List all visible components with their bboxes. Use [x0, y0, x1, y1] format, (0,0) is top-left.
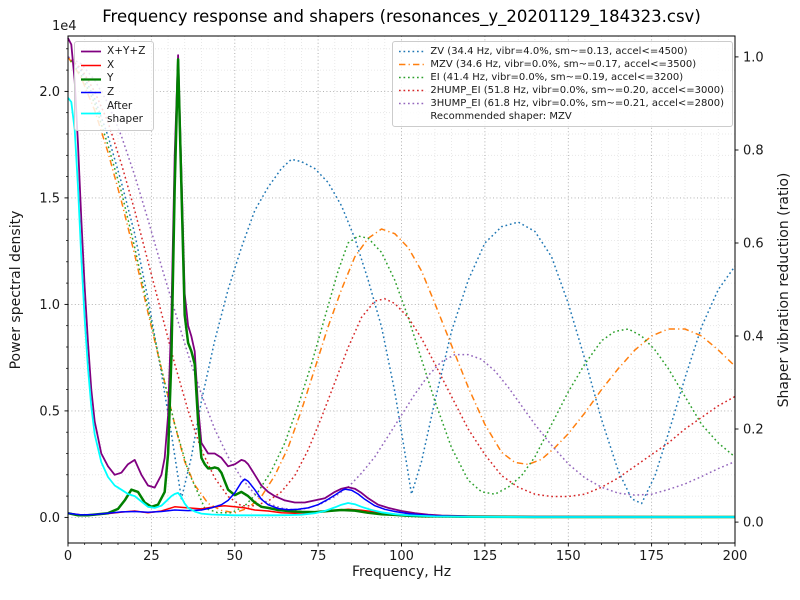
- legend-line-sample: [399, 89, 425, 92]
- legend-item-xyz: X+Y+Z: [80, 45, 145, 59]
- shaper-legend: ZV (34.4 Hz, vibr=4.0%, sm~=0.13, accel<…: [392, 41, 733, 127]
- legend-item-y: Y: [80, 72, 145, 86]
- legend-item-recommended-shaper: Recommended shaper: MZV: [398, 110, 724, 123]
- legend-label-ei: EI (41.4 Hz, vibr=0.0%, sm~=0.19, accel<…: [430, 72, 684, 83]
- legend-item-mzv: MZV (34.6 Hz, vibr=0.0%, sm~=0.17, accel…: [398, 58, 724, 71]
- legend-item-after_shaper: After shaper: [80, 100, 145, 127]
- legend-label-after_shaper: After shaper: [107, 99, 144, 126]
- chart-title: Frequency response and shapers (resonanc…: [102, 7, 701, 26]
- curve-y: [67, 58, 735, 519]
- y-right-tick-label: 0.2: [743, 423, 764, 438]
- legend-item-x: X: [80, 59, 145, 73]
- x-tick-label: 75: [310, 549, 327, 564]
- psd-legend: X+Y+Z X Y Z After shaper: [74, 41, 155, 131]
- legend-empty-sample: [398, 111, 425, 122]
- legend-item-2hump_ei: 2HUMP_EI (51.8 Hz, vibr=0.0%, sm~=0.20, …: [398, 84, 724, 97]
- y-left-tick-label: 1.0: [39, 298, 60, 313]
- legend-label-recommended-shaper: Recommended shaper: MZV: [430, 111, 572, 122]
- legend-item-ei: EI (41.4 Hz, vibr=0.0%, sm~=0.19, accel<…: [398, 71, 724, 84]
- x-tick-label: 0: [64, 549, 72, 564]
- y-right-tick-label: 0.4: [743, 330, 764, 345]
- legend-line-sample: [399, 63, 425, 66]
- left-y-axis-label: Power spectral density: [8, 210, 24, 370]
- y-right-tick-label: 0.6: [743, 237, 764, 252]
- legend-label-y: Y: [107, 72, 114, 85]
- x-tick-label: 175: [639, 549, 664, 564]
- right-y-axis-label: Shaper vibration reduction (ratio): [776, 172, 792, 408]
- curve-mzv: [67, 56, 736, 514]
- y-left-tick-label: 1.5: [39, 191, 60, 206]
- legend-line-sample: [81, 91, 101, 94]
- y-right-tick-label: 1.0: [743, 50, 764, 65]
- y-right-tick-label: 0.8: [743, 144, 764, 159]
- x-tick-label: 25: [143, 549, 160, 564]
- y-axis-offset-label: 1e4: [52, 19, 77, 34]
- legend-label-2hump_ei: 2HUMP_EI (51.8 Hz, vibr=0.0%, sm~=0.20, …: [430, 85, 724, 96]
- legend-line-sample: [399, 102, 425, 105]
- legend-label-x: X: [107, 58, 115, 71]
- legend-label-z: Z: [107, 85, 115, 98]
- y-left-tick-label: 0.0: [39, 511, 60, 526]
- legend-line-sample: [399, 76, 425, 79]
- x-tick-label: 200: [723, 549, 748, 564]
- legend-line-sample: [81, 50, 101, 53]
- legend-label-3hump_ei: 3HUMP_EI (61.8 Hz, vibr=0.0%, sm~=0.21, …: [430, 98, 724, 109]
- legend-item-zv: ZV (34.4 Hz, vibr=4.0%, sm~=0.13, accel<…: [398, 45, 724, 58]
- curve-xyz: [67, 37, 736, 518]
- y-left-tick-label: 2.0: [39, 85, 60, 100]
- x-tick-label: 50: [227, 549, 244, 564]
- x-tick-label: 150: [556, 549, 581, 564]
- x-axis-label: Frequency, Hz: [351, 564, 452, 580]
- curve-z: [67, 478, 735, 518]
- curve-after_shaper: [67, 97, 735, 518]
- x-tick-label: 125: [472, 549, 497, 564]
- x-tick-label: 100: [389, 549, 414, 564]
- legend-item-3hump_ei: 3HUMP_EI (61.8 Hz, vibr=0.0%, sm~=0.21, …: [398, 97, 724, 110]
- legend-line-sample: [81, 112, 101, 115]
- y-left-tick-label: 0.5: [39, 404, 60, 419]
- curve-zv: [67, 56, 736, 505]
- legend-item-z: Z: [80, 86, 145, 100]
- legend-line-sample: [81, 64, 101, 67]
- legend-line-sample: [399, 50, 425, 53]
- legend-label-mzv: MZV (34.6 Hz, vibr=0.0%, sm~=0.17, accel…: [430, 59, 697, 70]
- y-right-tick-label: 0.0: [743, 516, 764, 531]
- legend-label-xyz: X+Y+Z: [107, 45, 146, 57]
- legend-line-sample: [81, 77, 101, 81]
- legend-label-zv: ZV (34.4 Hz, vibr=4.0%, sm~=0.13, accel<…: [430, 46, 688, 57]
